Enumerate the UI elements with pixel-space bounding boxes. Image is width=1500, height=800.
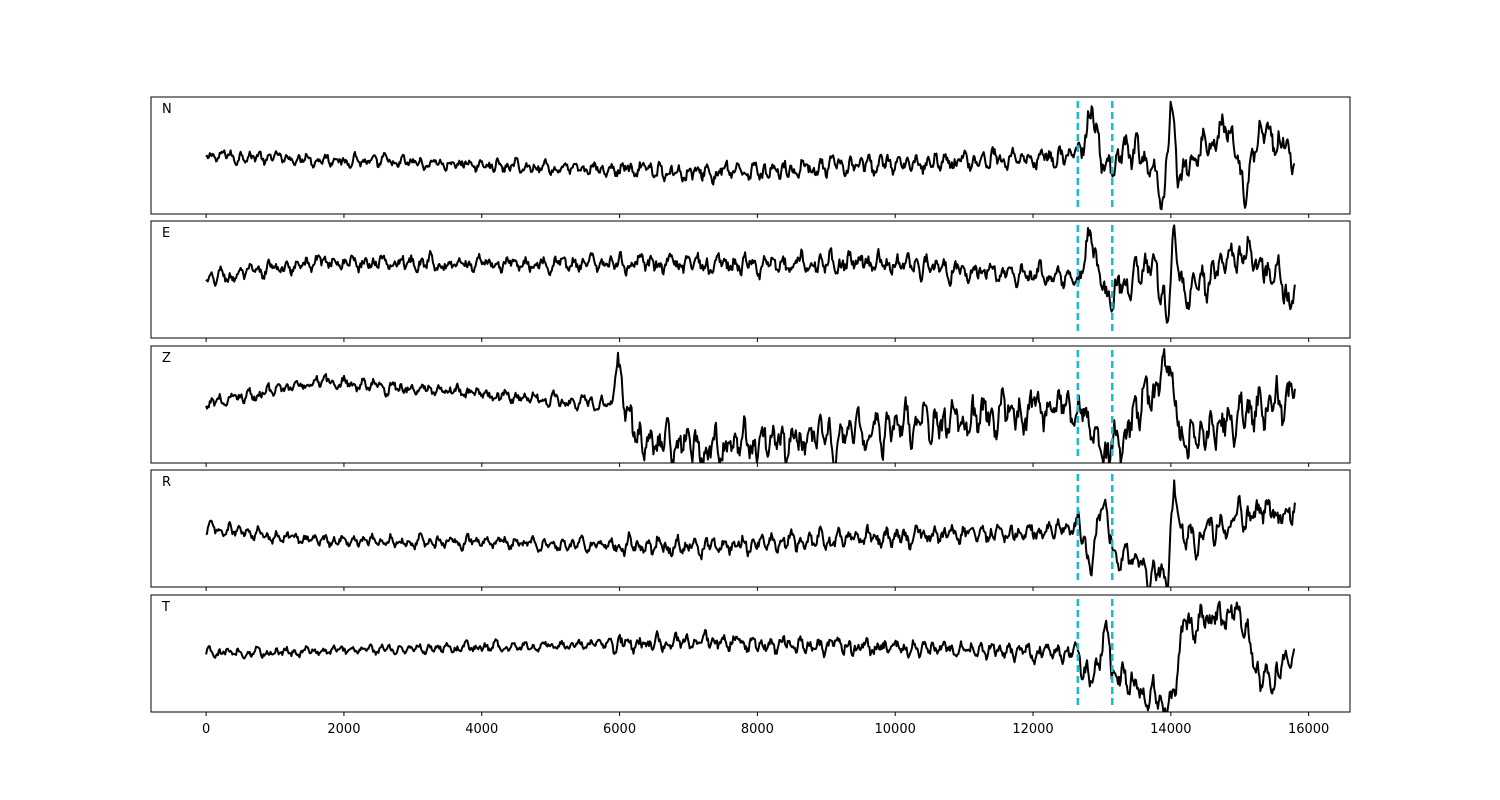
waveform-trace-e (205, 224, 1296, 324)
x-tick-label: 2000 (327, 722, 360, 737)
waveform-trace-t (205, 600, 1296, 712)
waveform-trace-n (205, 100, 1296, 211)
panel-frame (150, 594, 1351, 713)
panels-group: N E Z R T (150, 96, 1351, 716)
panel-frame (150, 345, 1351, 464)
channel-label: R (162, 475, 171, 490)
x-tick-label: 0 (202, 722, 210, 737)
channel-label: Z (162, 351, 171, 366)
channel-label: N (162, 102, 172, 117)
channel-panel-r: R (150, 469, 1351, 591)
panel-frame (150, 220, 1351, 339)
x-axis: 0 2000 4000 6000 8000 10000 12000 14000 16000 (202, 722, 1329, 737)
panel-frame (150, 469, 1351, 588)
channel-label: T (161, 600, 170, 615)
x-tick-label: 4000 (465, 722, 498, 737)
waveform-trace-r (205, 479, 1296, 587)
channel-panel-n: N (150, 96, 1351, 218)
panel-frame (150, 96, 1351, 215)
x-tick-label: 16000 (1288, 722, 1329, 737)
x-tick-label: 6000 (603, 722, 636, 737)
waveform-trace-z (205, 348, 1296, 463)
x-tick-label: 8000 (741, 722, 774, 737)
x-tick-label: 10000 (875, 722, 916, 737)
channel-panel-e: E (150, 220, 1351, 342)
channel-panel-t: T (150, 594, 1351, 716)
channel-panel-z: Z (150, 345, 1351, 467)
channel-label: E (162, 226, 170, 241)
x-tick-label: 14000 (1150, 722, 1191, 737)
x-tick-label: 12000 (1012, 722, 1053, 737)
